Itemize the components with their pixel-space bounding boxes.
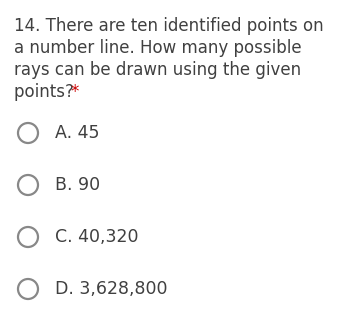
Text: D. 3,628,800: D. 3,628,800	[55, 280, 167, 298]
Text: *: *	[70, 83, 78, 101]
Text: C. 40,320: C. 40,320	[55, 228, 138, 246]
Text: B. 90: B. 90	[55, 176, 100, 194]
Text: points?: points?	[14, 83, 79, 101]
Text: a number line. How many possible: a number line. How many possible	[14, 39, 302, 57]
Text: 14. There are ten identified points on: 14. There are ten identified points on	[14, 17, 324, 35]
Text: A. 45: A. 45	[55, 124, 99, 142]
Text: rays can be drawn using the given: rays can be drawn using the given	[14, 61, 301, 79]
